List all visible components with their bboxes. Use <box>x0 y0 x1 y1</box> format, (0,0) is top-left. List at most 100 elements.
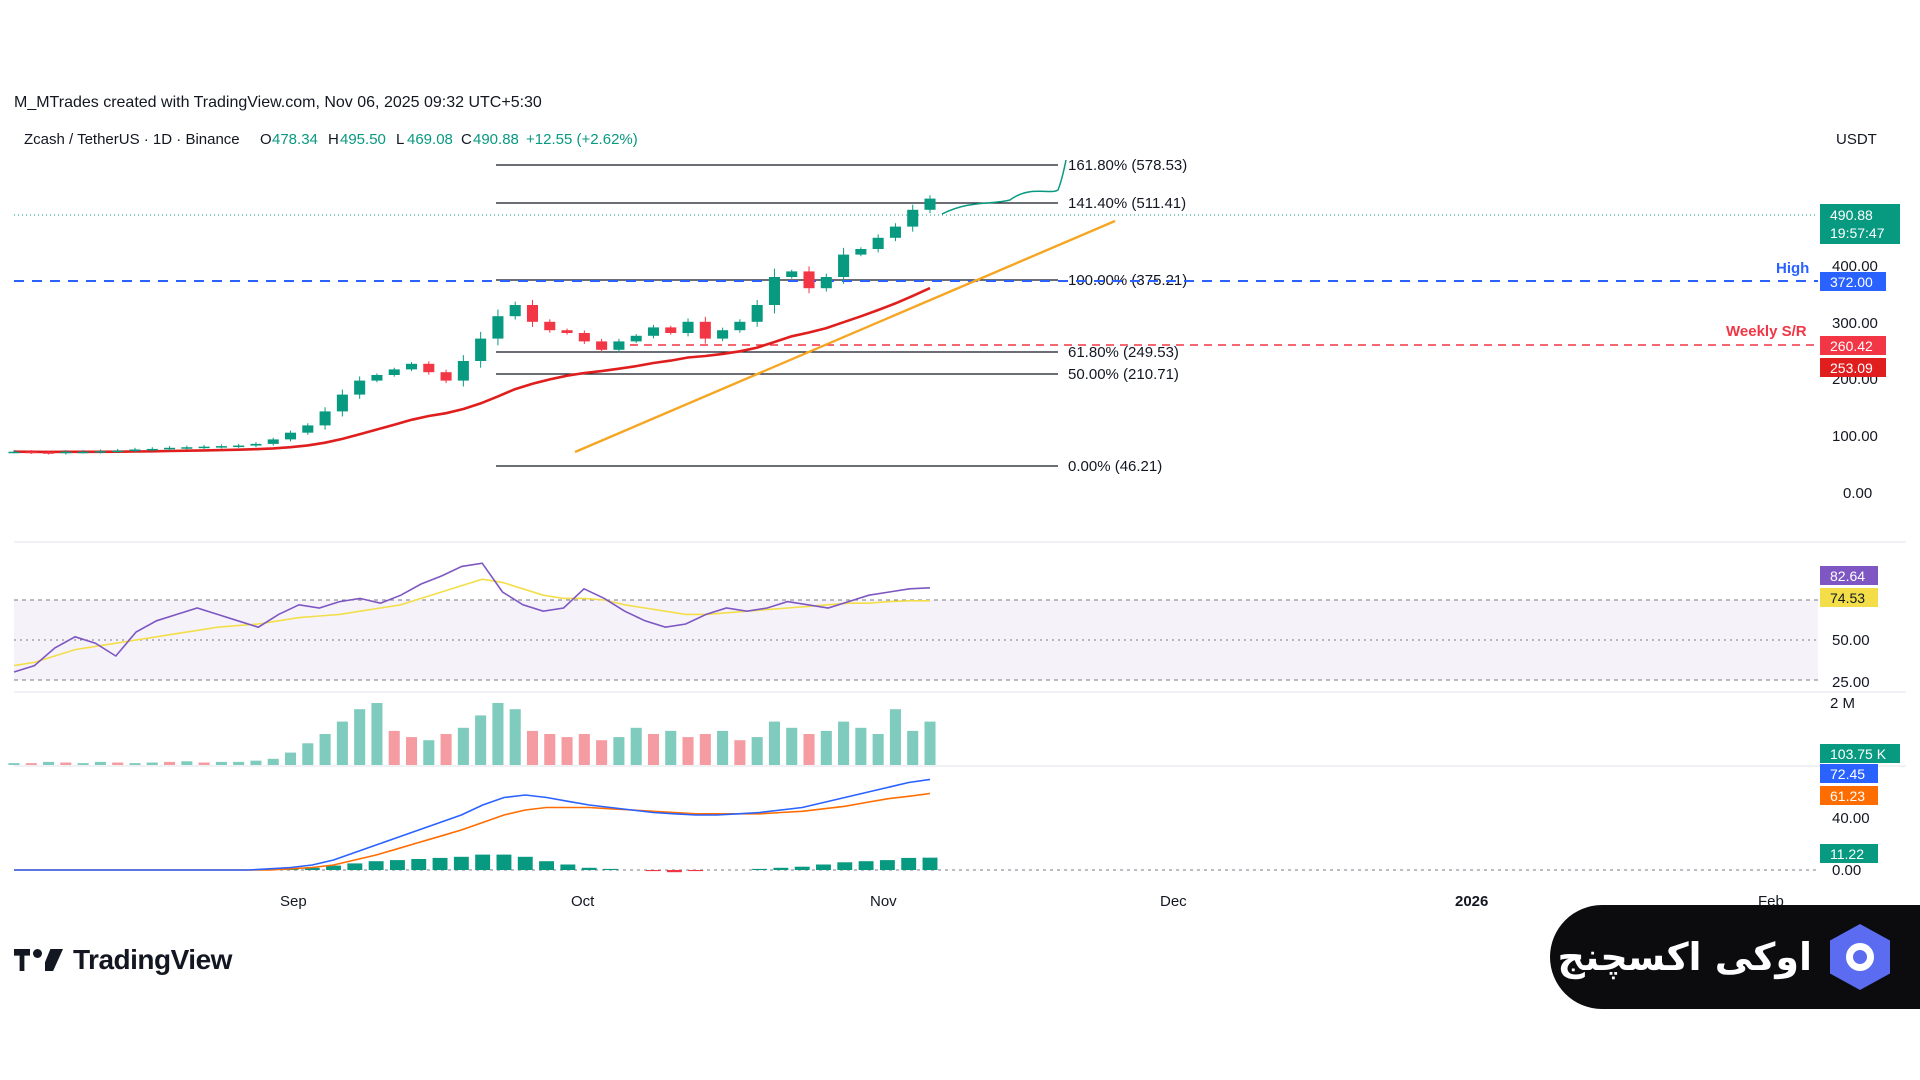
macd-hist-bar <box>645 870 661 872</box>
volume-bar <box>475 715 487 765</box>
volume-bar <box>319 734 331 765</box>
volume-bar <box>198 762 210 765</box>
price-chart[interactable]: Zcash / TetherUS · 1D · Binance O 478.34… <box>0 120 1920 920</box>
candle-body <box>803 271 815 289</box>
weekly-sr-value: 260.42 <box>1830 338 1873 354</box>
rsi-value-tag <box>1820 566 1878 585</box>
rsi-tick-label: 25.00 <box>1832 674 1870 691</box>
macd-histogram <box>262 854 938 873</box>
volume-bar <box>250 760 262 765</box>
y-tick-label: 0.00 <box>1843 485 1872 502</box>
volume-bar <box>872 734 884 765</box>
volume-bar <box>596 740 608 765</box>
trend-line[interactable] <box>574 219 1116 454</box>
countdown-value: 19:57:47 <box>1830 225 1885 241</box>
candle-body <box>267 439 279 444</box>
candles-group <box>8 195 936 455</box>
rsi-tick-label: 50.00 <box>1832 632 1870 649</box>
candle-body <box>423 363 435 373</box>
candle-body <box>371 375 383 381</box>
candle-body <box>492 316 504 339</box>
candle-body <box>284 432 297 440</box>
candle-body <box>561 330 573 333</box>
macd-signal-line <box>14 792 931 871</box>
low-value: 469.08 <box>407 131 453 148</box>
volume-bar <box>889 709 901 765</box>
last-price-tag <box>1820 204 1900 244</box>
volume-bar <box>907 730 919 765</box>
volume-value-tag <box>1820 744 1900 763</box>
low-label: L <box>396 131 404 148</box>
close-label: C <box>461 131 472 148</box>
open-label: O <box>260 131 272 148</box>
macd-hist-bar <box>304 867 320 870</box>
x-tick-label: Dec <box>1160 893 1187 910</box>
macd-hist-bar <box>773 867 789 870</box>
macd-hist-bar <box>901 857 917 870</box>
candle-body <box>146 448 158 451</box>
volume-bar <box>717 730 729 765</box>
y-tick-label: 300.00 <box>1832 315 1878 332</box>
currency-label: USDT <box>1836 131 1877 148</box>
candle-body <box>112 450 124 453</box>
candle-body <box>405 363 418 370</box>
candle-body <box>907 209 919 227</box>
rsi-value: 82.64 <box>1830 568 1865 584</box>
hist-value: 11.22 <box>1830 846 1864 862</box>
volume-bar <box>25 763 37 765</box>
volume-bar <box>492 703 504 765</box>
volume-bar <box>855 727 867 765</box>
rsi-ma-value-tag <box>1820 588 1878 607</box>
candle-body <box>751 305 763 322</box>
volume-bar <box>77 763 89 765</box>
y-tick-label: 400.00 <box>1832 258 1878 275</box>
exchange-badge-name: اوکی اکسچنج <box>1557 935 1813 979</box>
candle-body <box>613 341 625 350</box>
tradingview-wordmark: TradingView <box>73 944 232 975</box>
weekly-sr-tag <box>1820 336 1886 355</box>
candle-body <box>457 361 469 381</box>
ema-tag <box>1820 358 1886 377</box>
exchange-badge: اوکی اکسچنج <box>1550 905 1920 1009</box>
volume-value: 103.75 K <box>1830 746 1887 762</box>
candle-body <box>509 305 521 317</box>
candle-body <box>233 445 245 448</box>
candle-body <box>665 327 677 333</box>
macd-hist-bar <box>560 864 576 870</box>
exchange-logo-icon <box>1830 924 1890 990</box>
volume-bar <box>665 730 677 765</box>
chart-container[interactable]: Zcash / TetherUS · 1D · Binance O 478.34… <box>0 120 1920 920</box>
fib-label: 100.00% (375.21) <box>1068 272 1187 289</box>
candle-body <box>647 327 660 336</box>
volume-bar <box>509 709 521 765</box>
volume-bar <box>613 737 625 765</box>
change-value: +12.55 (+2.62%) <box>526 131 638 148</box>
candle-body <box>336 394 348 412</box>
volume-bar <box>803 734 815 765</box>
tradingview-logo-icon <box>14 949 63 971</box>
volume-bar <box>751 737 763 765</box>
volume-bar <box>768 721 780 765</box>
volume-bar <box>129 763 141 765</box>
volume-bar <box>682 737 694 765</box>
ema-line <box>13 286 931 454</box>
volume-bar <box>371 703 383 765</box>
candle-body <box>786 271 798 277</box>
fib-label: 161.80% (578.53) <box>1068 157 1187 174</box>
volume-bar <box>233 761 245 765</box>
macd-hist-bar <box>432 857 448 870</box>
volume-bar <box>215 761 227 765</box>
macd-hist-bar <box>666 870 682 873</box>
macd-hist-bar <box>389 860 405 870</box>
candle-body <box>838 254 850 277</box>
volume-bar <box>924 721 936 765</box>
volume-bar <box>820 730 832 765</box>
macd-hist-bar <box>326 865 341 870</box>
volume-bars <box>8 703 936 765</box>
candle-body <box>596 341 608 350</box>
candle-body <box>8 451 20 454</box>
volume-bar <box>423 740 435 765</box>
signal-value-tag <box>1820 786 1878 805</box>
volume-bar <box>457 727 469 765</box>
volume-bar <box>354 709 366 765</box>
